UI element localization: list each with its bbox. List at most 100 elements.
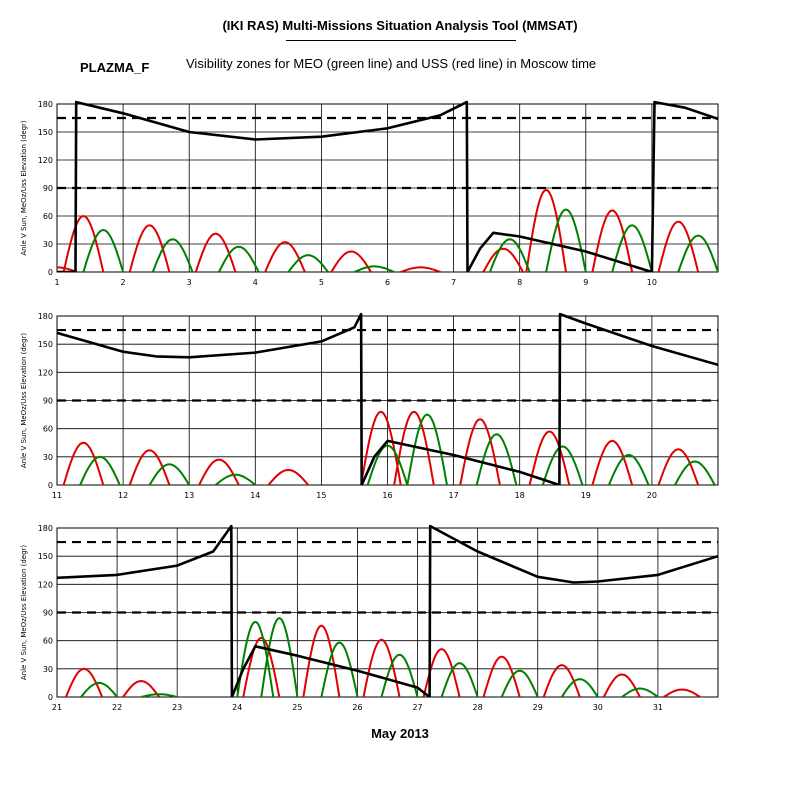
panel-3-uss-pass-curve [362, 638, 401, 697]
panel-3-y-tick-label: 30 [43, 665, 53, 674]
panel-3-x-tick-label: 21 [52, 703, 62, 712]
panel-2-plot-frame [56, 315, 719, 486]
panel-2-y-tick-label: 0 [48, 481, 53, 490]
panel-2-uss-pass-curve [657, 448, 700, 485]
panel-3-uss-pass-curve [122, 679, 161, 697]
panel-1-x-tick-label: 9 [583, 278, 588, 287]
panel-2-x-tick-label: 11 [52, 491, 62, 500]
panel-1-y-tick-label: 60 [43, 212, 53, 221]
panel-1-meo-pass-curve [218, 245, 260, 272]
panel-3-y-tick-label: 60 [43, 637, 53, 646]
panel-1-meo-pass-curve [677, 234, 718, 272]
panel-1-x-tick-label: 2 [121, 278, 126, 287]
panel-2-x-tick-label: 17 [449, 491, 459, 500]
panel-1-uss-pass-curve [400, 266, 441, 272]
panel-1-x-tick-label: 4 [253, 278, 258, 287]
panel-3-meo-pass-curve [80, 681, 118, 697]
panel-3-y-tick-label: 90 [43, 609, 53, 618]
panel-2-uss-pass-curve [267, 468, 309, 485]
panel-3-meo-pass-curve [380, 653, 419, 697]
panel-2-x-tick-label: 13 [184, 491, 194, 500]
panel-3-uss-pass-curve [242, 636, 281, 697]
panel-1-meo-pass-curve [151, 238, 194, 272]
panel-1-uss-pass-curve [330, 250, 372, 272]
panel-1-uss-pass-curve [62, 214, 105, 272]
panel-1-x-tick-label: 7 [451, 278, 456, 287]
panel-1-uss-pass-curve [57, 266, 78, 272]
panel-3-x-tick-label: 30 [593, 703, 603, 712]
panel-2-y-axis-label: Anle V Sun, MeOz/Uss Elevation (degr) [20, 333, 28, 469]
panel-2-meo-pass-curve [214, 473, 256, 485]
panel-1-y-tick-label: 180 [38, 100, 53, 109]
panel-3-x-tick-label: 31 [653, 703, 663, 712]
panel-1-y-tick-label: 30 [43, 240, 53, 249]
title-underline [286, 40, 516, 41]
panel-3-uss-pass-curve [602, 673, 641, 697]
panel-3-meo-pass-curve [560, 678, 599, 697]
chart-title: (IKI RAS) Multi-Missions Situation Analy… [222, 18, 578, 33]
panel-2-meo-pass-curve [366, 444, 409, 485]
panel-1-meo-pass-curve [82, 228, 125, 272]
panel-2-uss-pass-curve [591, 439, 634, 485]
panel-3-x-tick-label: 24 [232, 703, 242, 712]
panel-3-y-tick-label: 180 [38, 524, 53, 533]
panel-1-x-tick-label: 1 [54, 278, 59, 287]
panel-1-meo-pass-curve [287, 254, 329, 272]
panel-2-meo-pass-curve [148, 463, 191, 485]
x-axis-month-label: May 2013 [371, 726, 429, 741]
panel-3-meo-pass-curve [621, 687, 659, 697]
panel-2-x-tick-label: 20 [647, 491, 657, 500]
panel-2-x-tick-label: 14 [250, 491, 260, 500]
panel-2-uss-pass-curve [360, 410, 402, 485]
panel-1-uss-pass-curve [525, 188, 567, 272]
panel-2-y-tick-label: 90 [43, 397, 53, 406]
panel-3-x-tick-label: 28 [473, 703, 483, 712]
panel-1-x-tick-label: 5 [319, 278, 324, 287]
mission-name: PLAZMA_F [80, 60, 150, 75]
panel-3-x-tick-label: 27 [412, 703, 422, 712]
panel-2-y-tick-label: 60 [43, 425, 53, 434]
panel-3-sun-angle-line [57, 524, 718, 697]
panel-2-meo-pass-curve [607, 453, 650, 485]
panel-2-sun-angle-line [57, 312, 718, 485]
panel-3-y-tick-label: 0 [48, 693, 53, 702]
panel-3-y-tick-label: 120 [38, 580, 53, 589]
panel-3-meo-pass-curve [500, 669, 539, 697]
panel-3-x-tick-label: 26 [352, 703, 362, 712]
panel-2-x-tick-label: 19 [581, 491, 591, 500]
panel-2-uss-pass-curve [198, 458, 240, 485]
panel-3-uss-pass-curve [663, 688, 701, 697]
panel-1-y-tick-label: 150 [38, 128, 53, 137]
panel-1-y-axis-label: Anle V Sun, MeOz/Uss Elevation (degr) [20, 120, 28, 256]
panel-1-plot-frame [56, 103, 719, 273]
chart-subtitle: Visibility zones for MEO (green line) an… [186, 56, 597, 71]
panel-2-x-tick-label: 12 [118, 491, 128, 500]
panel-1-sun-angle-line [57, 100, 718, 272]
panel-2-meo-pass-curve [674, 460, 716, 485]
panel-1-uss-pass-curve [657, 220, 700, 272]
panel-3-x-tick-label: 29 [533, 703, 543, 712]
panel-2-y-tick-label: 30 [43, 453, 53, 462]
panel-1-x-tick-label: 3 [187, 278, 192, 287]
panel-3-meo-pass-curve [260, 616, 299, 697]
panel-2-x-tick-label: 16 [382, 491, 392, 500]
panel-3-y-tick-label: 150 [38, 552, 53, 561]
panel-3-meo-pass-curve [140, 693, 178, 697]
panel-2-uss-pass-curve [459, 418, 501, 485]
panel-1-meo-pass-curve [611, 224, 653, 272]
panel-3-y-axis-label: Anle V Sun, MeOz/Uss Elevation (degr) [20, 545, 28, 681]
panel-3-uss-pass-curve [482, 655, 521, 697]
panel-1-x-tick-label: 8 [517, 278, 522, 287]
panel-2-meo-pass-curve [475, 433, 518, 485]
panel-3-x-tick-label: 25 [292, 703, 302, 712]
panel-3-x-tick-label: 23 [172, 703, 182, 712]
panel-2-x-tick-label: 18 [515, 491, 525, 500]
panel-2-uss-pass-curve [528, 430, 571, 485]
panel-2-uss-pass-curve [62, 441, 105, 485]
panel-3-meo-pass-curve [440, 662, 479, 697]
panel-1-uss-pass-curve [591, 209, 634, 272]
panel-3-uss-pass-curve [302, 624, 341, 697]
panel-2-meo-pass-curve [406, 413, 448, 485]
panel-3-plot-frame [56, 527, 719, 698]
